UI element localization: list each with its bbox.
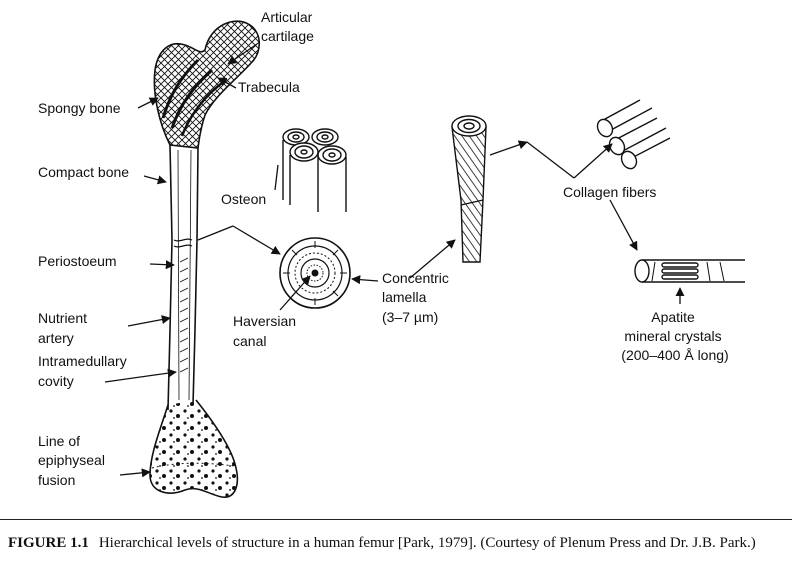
periosteum-segment [173, 238, 193, 248]
femur-shaft [167, 144, 173, 411]
label-haversian-canal: Haversian canal [233, 313, 300, 349]
caption-text: Hierarchical levels of structure in a hu… [98, 535, 756, 551]
label-apatite-crystals: Apatite mineral crystals (200–400 Å long… [621, 309, 728, 363]
figure-caption: FIGURE 1.1 Hierarchical levels of structu… [8, 533, 780, 554]
label-concentric-lamella: Concentric lamella (3–7 µm) [382, 270, 453, 325]
femoral-head [153, 20, 261, 149]
label-nutrient-artery: Nutrient artery [38, 310, 91, 346]
distal-femur [149, 399, 239, 498]
pointer-lines [104, 43, 685, 478]
osteon-cross-section [279, 237, 351, 309]
caption-separator [0, 519, 792, 520]
label-articular-cartilage: Articular cartilage [261, 9, 316, 44]
label-collagen-fibers: Collagen fibers [563, 184, 656, 200]
femur-hierarchy-diagram: Articular cartilage Trabecula Spongy bon… [38, 9, 745, 498]
label-intramedullary-cavity: Intramedullary covity [38, 353, 131, 389]
figure-number: FIGURE 1.1 [8, 535, 89, 551]
osteon-bundle [282, 128, 347, 212]
label-trabecula: Trabecula [238, 79, 300, 95]
label-periosteum: Periostoeum [38, 253, 117, 269]
apatite-fiber [634, 259, 745, 283]
lamella-cylinder [451, 115, 487, 263]
collagen-fibers [596, 99, 671, 170]
label-compact-bone: Compact bone [38, 164, 129, 180]
label-spongy-bone: Spongy bone [38, 100, 121, 116]
label-osteon: Osteon [221, 191, 266, 207]
label-epiphyseal-line: Line of epiphyseal fusion [38, 433, 109, 488]
